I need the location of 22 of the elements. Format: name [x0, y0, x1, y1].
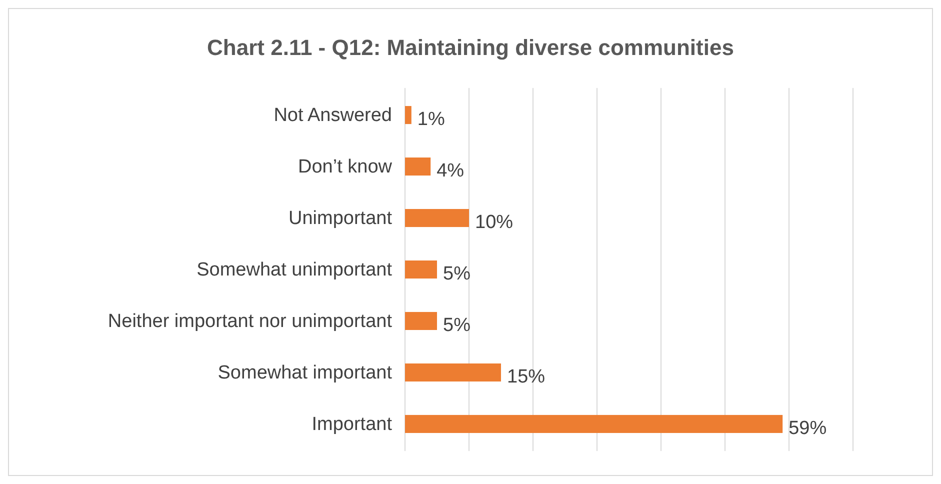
chart-title: Chart 2.11 - Q12: Maintaining diverse communities	[207, 35, 734, 60]
y-tick-label: Important	[312, 414, 393, 435]
y-tick-label: Unimportant	[288, 208, 393, 230]
data-label: 4%	[436, 160, 464, 182]
data-label: 5%	[443, 264, 471, 284]
y-tick-label: Not Answered	[274, 105, 392, 126]
data-label: 1%	[417, 109, 445, 130]
y-tick-label: Neither important nor unimportant	[108, 310, 393, 332]
bar	[405, 158, 431, 176]
bar	[405, 414, 783, 433]
data-label: 10%	[475, 212, 514, 234]
bar	[405, 312, 437, 330]
y-tick-label: Somewhat important	[218, 362, 393, 384]
data-label: 5%	[443, 314, 471, 336]
bar	[405, 260, 437, 279]
data-label: 59%	[788, 418, 827, 439]
y-tick-label: Somewhat unimportant	[196, 260, 393, 280]
data-label: 15%	[507, 366, 546, 388]
bar	[405, 209, 469, 228]
bar	[405, 363, 501, 382]
bar	[405, 106, 412, 124]
y-tick-label: Don’t know	[298, 156, 392, 178]
